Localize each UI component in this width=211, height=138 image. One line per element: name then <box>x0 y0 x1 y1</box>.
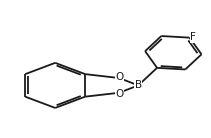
Text: B: B <box>135 80 142 90</box>
Text: F: F <box>190 32 196 42</box>
Text: O: O <box>115 89 124 99</box>
Text: O: O <box>115 72 124 82</box>
